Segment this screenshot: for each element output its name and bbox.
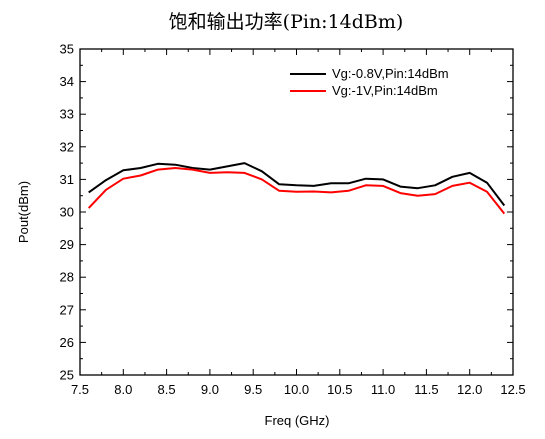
x-tick-label: 11.5 xyxy=(414,382,438,397)
x-tick-label: 12.5 xyxy=(500,382,525,397)
series-line-2 xyxy=(87,167,506,215)
y-tick-label: 33 xyxy=(60,107,74,122)
x-tick-label: 8.5 xyxy=(158,382,176,397)
x-tick-label: 9.0 xyxy=(201,382,219,397)
x-tick-label: 12.0 xyxy=(457,382,482,397)
y-tick-label: 25 xyxy=(60,368,74,383)
legend: Vg:-0.8V,Pin:14dBm Vg:-1V,Pin:14dBm xyxy=(290,66,449,98)
y-tick-label: 35 xyxy=(60,42,74,57)
y-tick-label: 28 xyxy=(60,270,74,285)
y-tick-label: 30 xyxy=(60,205,74,220)
x-tick-label: 8.0 xyxy=(114,382,132,397)
x-tick-label: 10.5 xyxy=(327,382,352,397)
x-axis-label: Freq (GHz) xyxy=(265,413,330,428)
legend-label: Vg:-0.8V,Pin:14dBm xyxy=(332,66,449,81)
plot-area: 7.5 8.0 8.5 9.0 9.5 10.0 10.5 11.0 11.5 12.0 12.5 2… xyxy=(60,42,526,398)
series-line-1 xyxy=(88,162,506,207)
x-tick-label: 9.5 xyxy=(244,382,262,397)
legend-label: Vg:-1V,Pin:14dBm xyxy=(332,83,438,98)
x-tick-label: 11.0 xyxy=(371,382,395,397)
chart-title: 饱和输出功率(Pin:14dBm) xyxy=(169,11,404,33)
y-tick-label: 31 xyxy=(60,172,74,187)
plot-frame xyxy=(79,48,514,376)
y-tick-label: 29 xyxy=(60,237,74,252)
y-axis-label: Pout(dBm) xyxy=(16,181,31,243)
x-tick-label: 10.0 xyxy=(284,382,309,397)
y-tick-label: 27 xyxy=(60,302,74,317)
y-tick-label: 26 xyxy=(60,335,74,350)
x-tick-label: 7.5 xyxy=(71,382,89,397)
y-tick-label: 32 xyxy=(60,139,74,154)
y-tick-label: 34 xyxy=(60,74,74,89)
